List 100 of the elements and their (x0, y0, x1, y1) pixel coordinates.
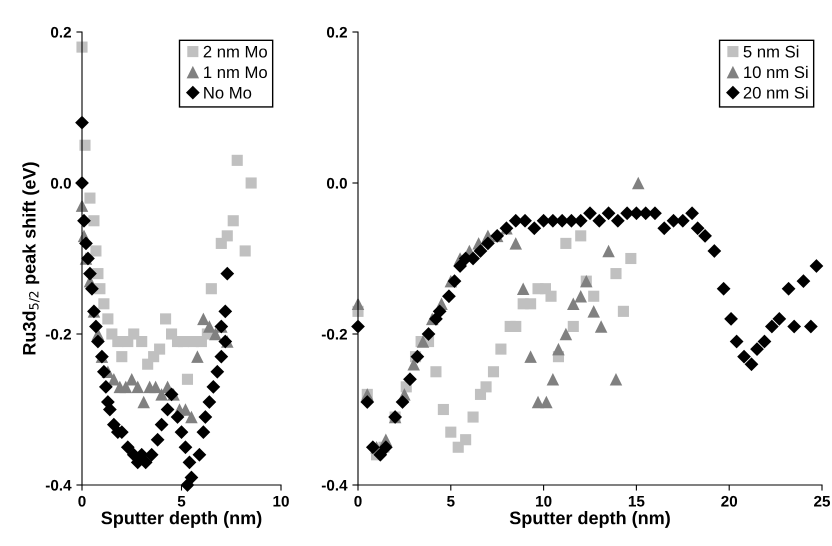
point (737, 350, 751, 364)
point (610, 373, 622, 386)
point (583, 206, 597, 220)
point (560, 328, 572, 340)
x-tick-label: 15 (628, 496, 644, 507)
point (202, 395, 216, 409)
point (495, 344, 506, 355)
point (750, 342, 764, 356)
x-tick-label: 10 (536, 496, 552, 507)
point (445, 426, 456, 438)
point (137, 396, 150, 408)
point (407, 358, 420, 370)
point (403, 372, 417, 386)
point (432, 304, 447, 318)
point (758, 334, 772, 348)
point (102, 313, 114, 324)
point (182, 374, 194, 385)
legend-label: 1 nm Mo (204, 66, 267, 78)
point (690, 221, 705, 236)
point (206, 283, 217, 294)
point (744, 357, 758, 372)
x-tick-label: 25 (814, 496, 830, 507)
y-tick-label: 0.0 (326, 178, 347, 189)
point (602, 206, 616, 220)
point (602, 244, 615, 258)
legend-label: 20 nm Si (744, 86, 808, 99)
point (218, 334, 232, 348)
point (366, 440, 380, 454)
point (185, 410, 198, 424)
point (214, 350, 228, 364)
point (99, 380, 113, 394)
point (540, 396, 553, 408)
point (149, 380, 162, 394)
x-tick-label: 20 (721, 496, 738, 507)
point (453, 259, 467, 273)
legend-label: 2 nm Mo (204, 46, 267, 58)
point (182, 455, 196, 470)
point (240, 245, 251, 257)
point (574, 290, 587, 302)
point (588, 290, 600, 302)
point (85, 282, 99, 296)
y-tick-label: -0.2 (46, 328, 71, 340)
point (810, 259, 824, 273)
y-axis-title: Ru3d$_{5/2}$ peak shift (eV) (22, 162, 40, 354)
point (378, 440, 393, 454)
point (222, 230, 233, 242)
point (610, 268, 622, 280)
point (131, 380, 144, 394)
point (396, 395, 410, 409)
x-tick-label: 10 (273, 496, 289, 507)
point (716, 282, 731, 296)
point (442, 289, 456, 304)
point (126, 373, 138, 386)
point (410, 350, 424, 364)
legend-label: No Mo (204, 87, 252, 99)
point (220, 266, 234, 280)
point (160, 402, 174, 416)
point (552, 342, 565, 356)
point (587, 305, 600, 318)
point (97, 364, 111, 379)
x-tick-label: 5 (178, 496, 186, 507)
point (218, 304, 232, 318)
y-tick-label: 0.2 (50, 26, 71, 38)
point (178, 440, 192, 454)
point (174, 425, 188, 440)
point (787, 320, 802, 334)
point (524, 350, 537, 363)
point (206, 380, 220, 394)
point (510, 320, 522, 332)
point (448, 274, 462, 288)
point (89, 320, 103, 334)
point (79, 236, 93, 250)
point (560, 238, 572, 249)
point (120, 440, 135, 454)
point (373, 448, 388, 462)
point (422, 327, 436, 341)
point (510, 237, 522, 250)
point (468, 411, 479, 423)
point (474, 244, 488, 258)
point (164, 388, 178, 402)
point (196, 425, 210, 440)
x-tick-label: 5 (447, 496, 455, 507)
point (155, 388, 168, 401)
point (430, 366, 442, 378)
point (360, 395, 374, 409)
point (160, 313, 172, 324)
point (438, 404, 449, 416)
point (698, 228, 712, 243)
point (116, 351, 128, 362)
point (707, 244, 722, 258)
point (568, 320, 579, 332)
point (198, 410, 212, 424)
y-tick-label: 0.2 (326, 26, 347, 38)
point (197, 312, 210, 326)
point (77, 214, 91, 228)
point (516, 282, 530, 295)
point (136, 336, 148, 348)
point (525, 298, 536, 310)
point (170, 410, 184, 424)
point (232, 154, 243, 166)
